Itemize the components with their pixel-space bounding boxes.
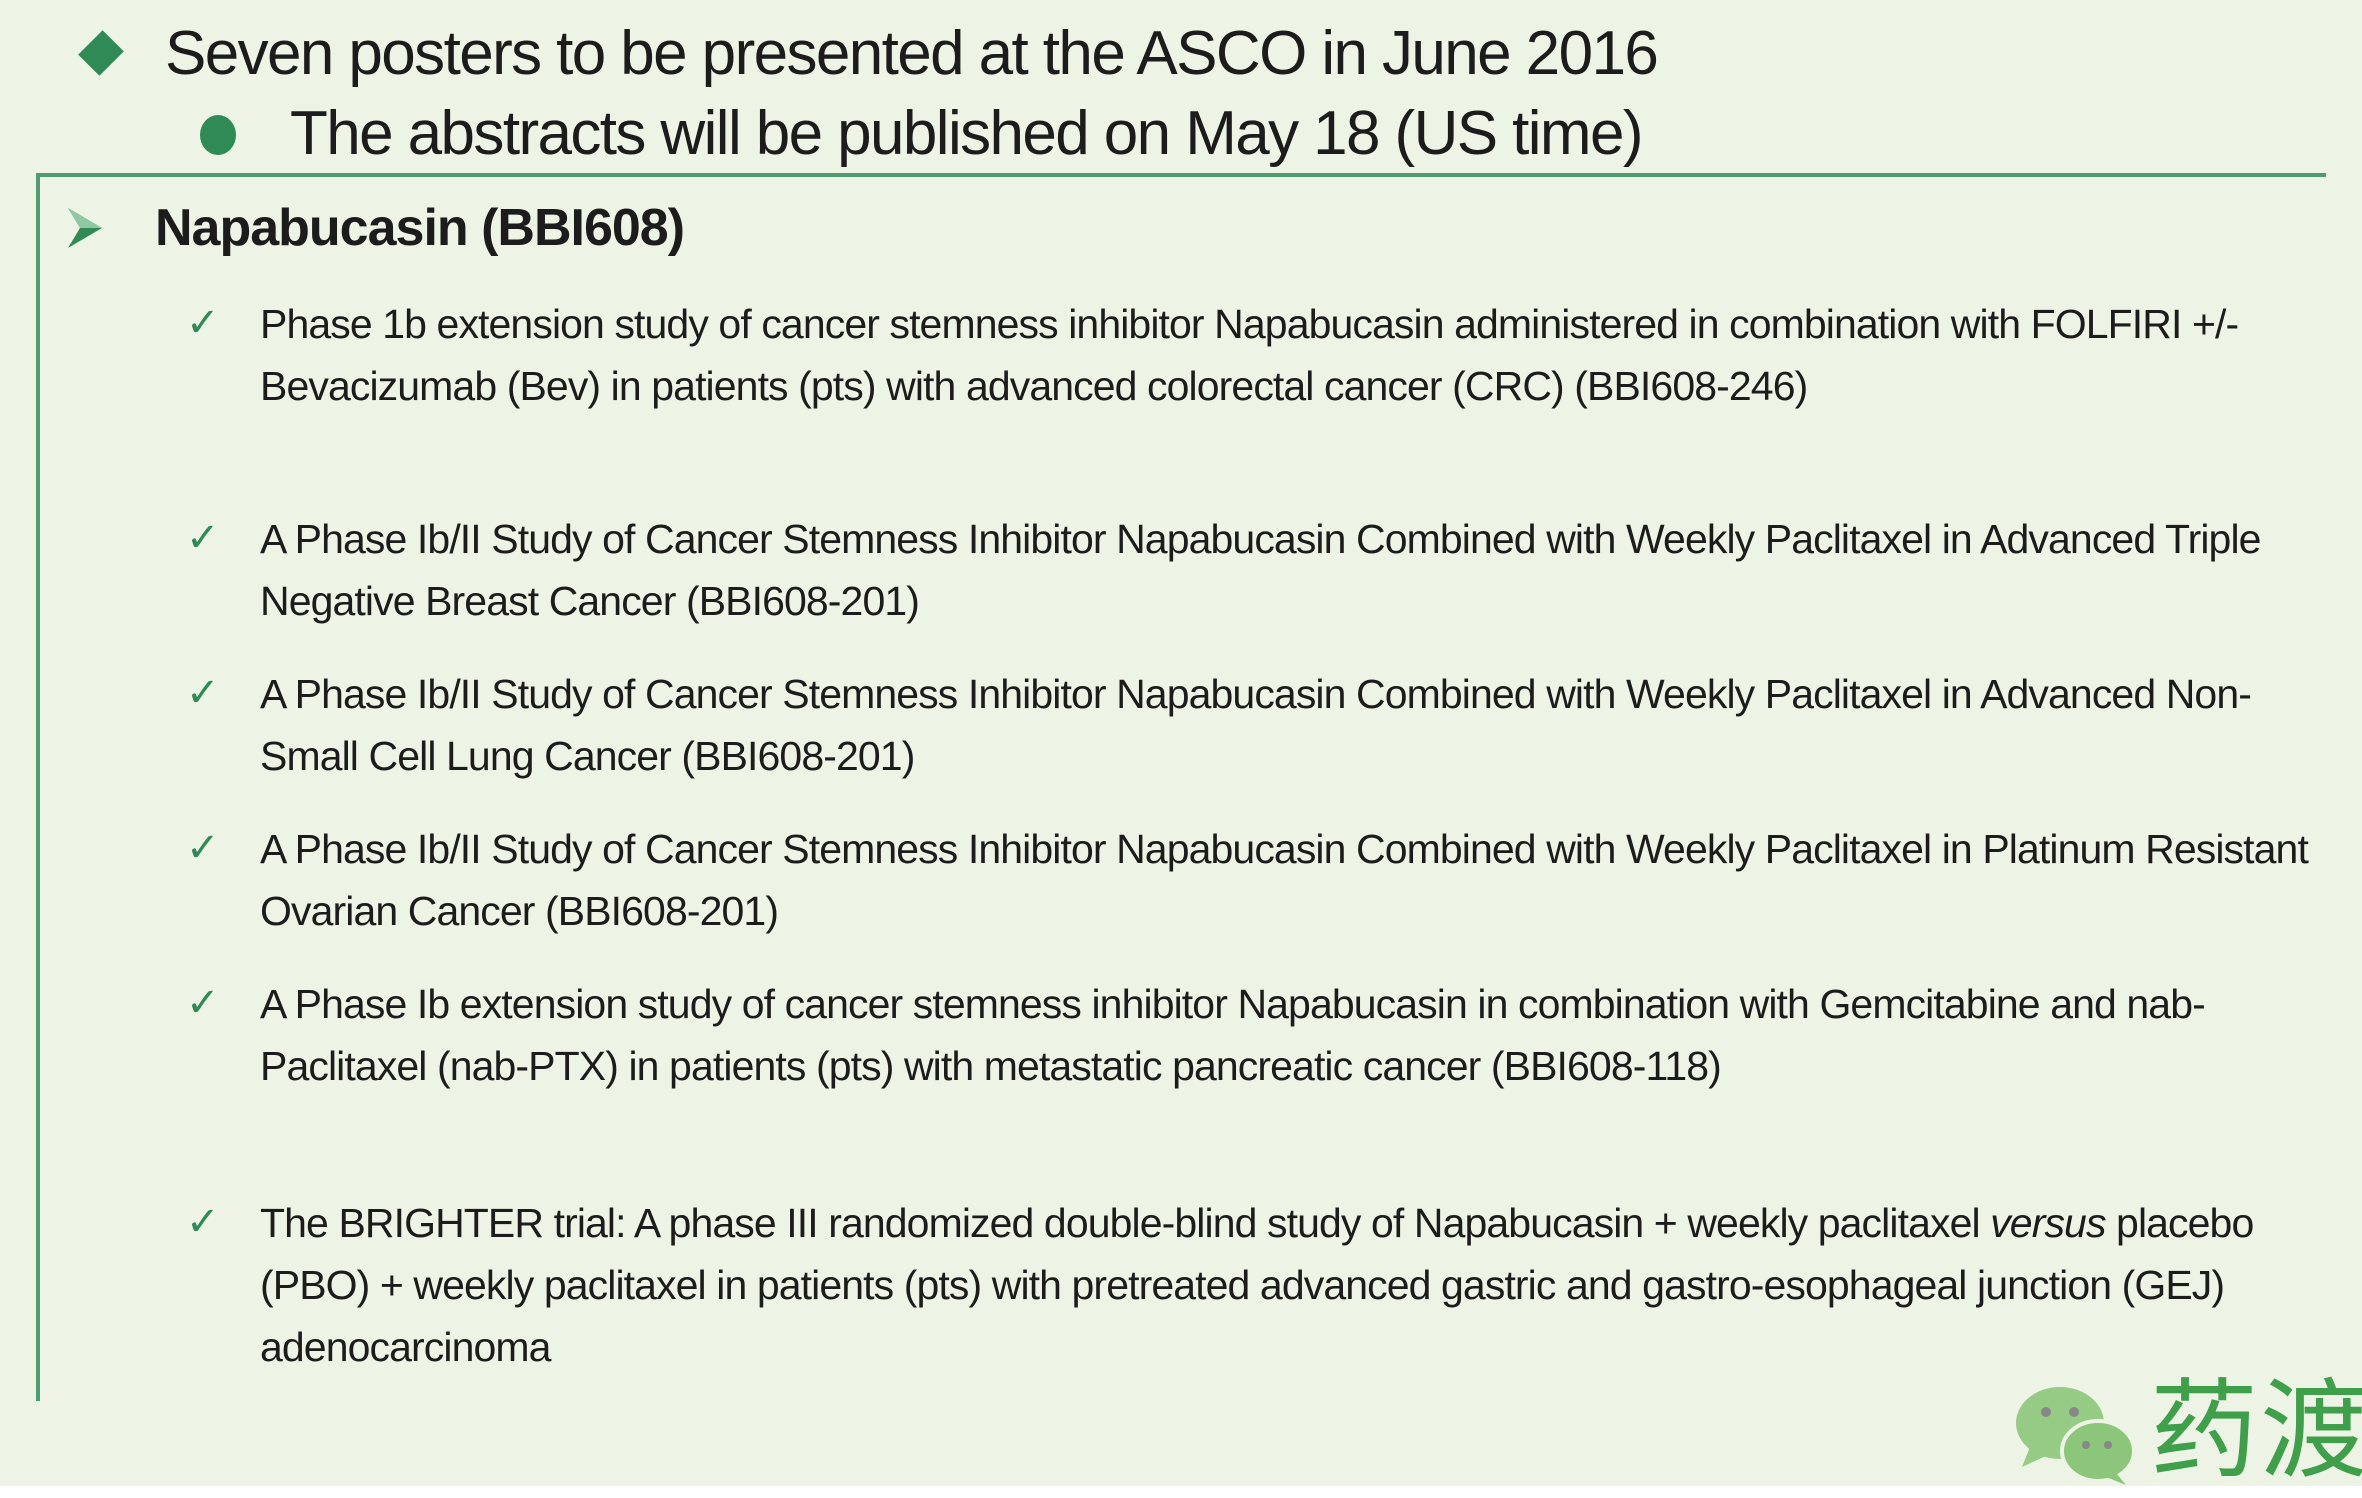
- list-item: Phase 1b extension study of cancer stemn…: [260, 301, 2239, 409]
- list-item: A Phase Ib/II Study of Cancer Stemness I…: [260, 671, 2252, 779]
- check-icon: ✓: [186, 981, 220, 1025]
- list-item: A Phase Ib extension study of cancer ste…: [260, 981, 2206, 1089]
- main-bullet-text: Seven posters to be presented at the ASC…: [165, 19, 1659, 88]
- check-icon: ✓: [186, 516, 220, 560]
- check-icon: ✓: [186, 1200, 220, 1244]
- item-text: placebo (PBO) + weekly paclitaxel in pat…: [260, 1200, 2254, 1370]
- check-icon: ✓: [186, 671, 220, 715]
- napabucasin-box: [36, 173, 2326, 1401]
- check-icon: ✓: [186, 301, 220, 345]
- item-text: The BRIGHTER trial: A phase III randomiz…: [260, 1200, 1991, 1246]
- circle-bullet-icon: [200, 115, 236, 155]
- section-heading: Napabucasin (BBI608): [155, 199, 685, 257]
- wechat-icon: [2016, 1387, 2136, 1485]
- diamond-bullet-icon: [78, 30, 124, 76]
- sub-bullet-text: The abstracts will be published on May 1…: [290, 99, 1644, 168]
- check-icon: ✓: [186, 826, 220, 870]
- list-item: A Phase Ib/II Study of Cancer Stemness I…: [260, 516, 2261, 624]
- item-text-italic: versus: [1990, 1200, 2106, 1246]
- arrow-bullet-icon: [68, 208, 102, 248]
- list-item: A Phase Ib/II Study of Cancer Stemness I…: [260, 826, 2309, 934]
- watermark-text: 药渡: [2150, 1370, 2362, 1491]
- list-item: The BRIGHTER trial: A phase III randomiz…: [260, 1192, 2320, 1378]
